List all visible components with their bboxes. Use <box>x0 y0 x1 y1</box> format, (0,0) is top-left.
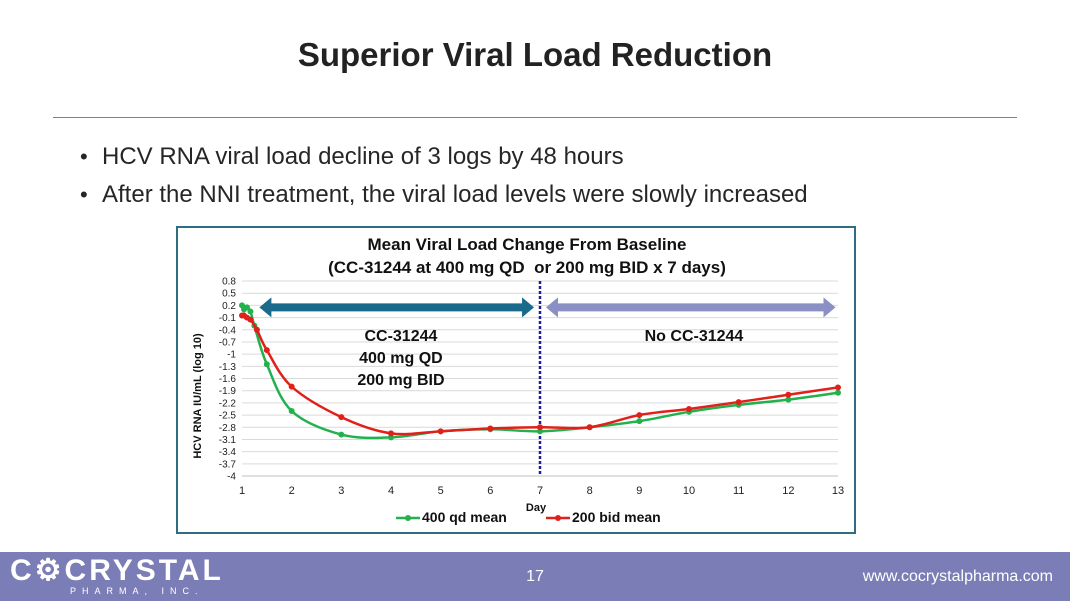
data-series <box>239 281 841 476</box>
page-number: 17 <box>526 568 544 585</box>
company-logo-subtitle: PHARMA, INC. <box>70 586 204 596</box>
x-tick-label: 2 <box>289 485 295 497</box>
data-point <box>835 389 841 396</box>
data-point <box>785 396 792 403</box>
x-tick-label: 3 <box>338 485 344 497</box>
data-point <box>253 326 260 333</box>
bullet-text: HCV RNA viral load decline of 3 logs by … <box>102 143 624 170</box>
y-tick-label: 0.5 <box>222 289 236 300</box>
data-point <box>686 405 692 412</box>
data-point <box>247 308 254 315</box>
phase-arrows <box>259 297 836 318</box>
website-link[interactable]: www.cocrystalpharma.com <box>862 568 1053 585</box>
treatment-label-line: 200 mg BID <box>357 372 444 389</box>
bullet-list: • HCV RNA viral load decline of 3 logs b… <box>80 140 808 216</box>
data-point <box>338 414 345 421</box>
post-treatment-label: No CC-31244 <box>645 328 744 345</box>
y-tick-label: -1 <box>227 350 236 361</box>
x-tick-label: 5 <box>438 485 444 497</box>
data-point <box>263 347 270 354</box>
data-point <box>487 425 494 432</box>
x-tick-label: 9 <box>636 485 642 497</box>
y-tick-label: -1.6 <box>219 374 237 385</box>
y-tick-label: -2.5 <box>219 411 237 422</box>
y-tick-label: -1.3 <box>219 362 237 373</box>
y-tick-label: -0.1 <box>219 313 237 324</box>
x-tick-label: 13 <box>832 485 844 497</box>
x-axis-ticks: 1 2 3 4 5 6 7 8 9 10 11 12 13 <box>239 485 844 497</box>
data-point <box>636 418 643 425</box>
y-tick-label: 0.8 <box>222 277 236 288</box>
legend-label: 200 bid mean <box>572 509 661 525</box>
x-tick-label: 11 <box>733 485 744 497</box>
y-tick-label: 0.2 <box>222 301 236 312</box>
treatment-label-line: 400 mg QD <box>359 350 443 367</box>
data-point <box>735 399 742 406</box>
data-point <box>586 424 593 431</box>
x-tick-label: 10 <box>683 485 695 497</box>
treatment-label-line: CC-31244 <box>364 328 437 345</box>
company-logo: C⚙CRYSTAL <box>10 554 224 587</box>
y-tick-label: -4 <box>227 472 236 483</box>
bullet-item: • After the NNI treatment, the viral loa… <box>80 178 808 216</box>
phase-annotations: CC-31244 400 mg QD 200 mg BID No CC-31244 <box>357 328 743 389</box>
data-point <box>263 361 270 368</box>
y-tick-label: -3.1 <box>219 435 237 446</box>
legend-marker <box>405 515 411 521</box>
footer-bar: C⚙CRYSTAL PHARMA, INC. 17 www.cocrystalp… <box>0 552 1070 601</box>
data-point <box>288 408 295 414</box>
legend-marker <box>555 515 561 521</box>
x-tick-label: 1 <box>239 485 245 497</box>
data-point <box>785 391 792 398</box>
data-point <box>537 424 543 431</box>
y-axis-ticks: 0.80.50.2-0.1-0.4-0.7 -1-1.3-1.6-1.9-2.2 -… <box>219 277 237 483</box>
data-point <box>835 384 841 391</box>
y-tick-label: -0.7 <box>219 337 237 348</box>
bullet-dot-icon: • <box>80 182 88 207</box>
x-axis-label: Day <box>526 502 547 514</box>
x-tick-label: 8 <box>587 485 593 497</box>
data-point <box>338 431 345 438</box>
bullet-text: After the NNI treatment, the viral load … <box>102 181 808 208</box>
data-point <box>247 316 254 323</box>
data-point <box>243 304 250 311</box>
y-tick-label: -3.4 <box>219 447 237 458</box>
y-tick-label: -2.8 <box>219 423 237 434</box>
chart-legend: 400 qd mean 200 bid mean <box>396 509 661 525</box>
slide-title: Superior Viral Load Reduction <box>297 36 773 73</box>
post-treatment-arrow <box>545 297 836 318</box>
data-point <box>288 383 295 390</box>
data-point <box>437 428 444 435</box>
y-tick-label: -1.9 <box>219 386 237 397</box>
x-tick-label: 6 <box>487 485 493 497</box>
title-divider <box>53 117 1017 118</box>
x-tick-label: 4 <box>388 485 394 497</box>
data-point <box>388 430 394 437</box>
chart-title: Mean Viral Load Change From Baseline <box>368 235 687 254</box>
viral-load-chart: Mean Viral Load Change From Baseline (CC… <box>192 235 844 525</box>
bullet-item: • HCV RNA viral load decline of 3 logs b… <box>80 140 808 178</box>
chart-panel: Mean Viral Load Change From Baseline (CC… <box>176 226 856 534</box>
data-point <box>636 412 643 419</box>
chart-subtitle: (CC-31244 at 400 mg QD or 200 mg BID x 7… <box>328 258 726 277</box>
x-tick-label: 12 <box>782 485 794 497</box>
treatment-period-arrow <box>259 297 535 318</box>
y-axis-label: HCV RNA IU/mL (log 10) <box>192 333 204 459</box>
y-tick-label: -2.2 <box>219 398 237 409</box>
y-tick-label: -3.7 <box>219 459 237 470</box>
bullet-dot-icon: • <box>80 144 88 169</box>
x-tick-label: 7 <box>537 485 543 497</box>
y-tick-label: -0.4 <box>219 325 237 336</box>
legend-label: 400 qd mean <box>422 509 507 525</box>
